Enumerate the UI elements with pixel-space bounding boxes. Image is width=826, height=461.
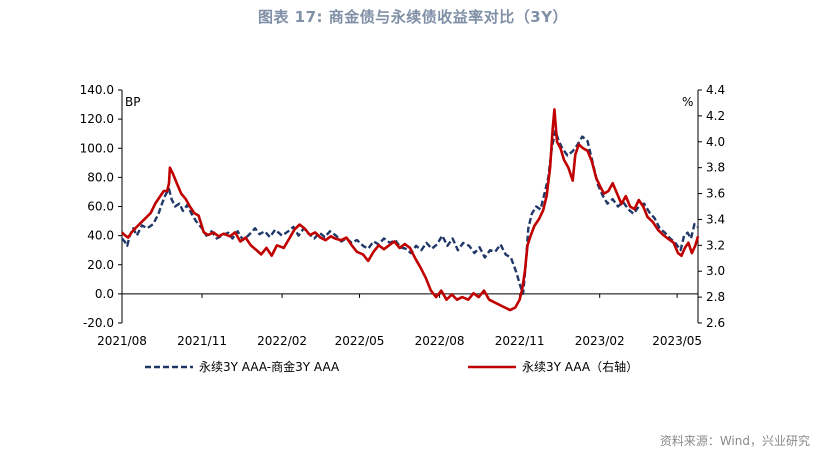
left-tick-label: 60.0	[87, 200, 114, 214]
left-tick-label: -20.0	[83, 316, 114, 330]
right-tick-label: 3.0	[706, 264, 725, 278]
x-tick-label: 2022/08	[415, 334, 465, 348]
right-tick-label: 4.2	[706, 109, 725, 123]
left-tick-label: 20.0	[87, 258, 114, 272]
x-tick-label: 2021/11	[177, 334, 227, 348]
chart-title: 图表 17: 商金债与永续债收益率对比（3Y）	[257, 8, 569, 26]
source-note: 资料来源：Wind，兴业研究	[659, 434, 810, 448]
x-tick-label: 2023/02	[575, 334, 625, 348]
left-tick-label: 40.0	[87, 229, 114, 243]
x-tick-label: 2022/11	[495, 334, 545, 348]
left-tick-label: 100.0	[80, 141, 114, 155]
series-group	[121, 108, 700, 312]
right-tick-label: 2.6	[706, 316, 725, 330]
legend: 永续3Y AAA-商金3Y AAA 永续3Y AAA（右轴）	[145, 359, 638, 374]
legend-label-2: 永续3Y AAA（右轴）	[522, 359, 638, 374]
left-unit-label: BP	[125, 95, 140, 109]
right-tick-label: 3.4	[706, 212, 725, 226]
x-tick-label: 2021/08	[97, 334, 147, 348]
ticks-group: 140.0 120.0 100.0 80.0 60.0 40.0 20.0 0.0 -20.0 4…	[80, 83, 725, 348]
x-tick-label: 2022/02	[257, 334, 307, 348]
series-line-1	[121, 129, 699, 296]
left-tick-label: 120.0	[80, 112, 114, 126]
right-tick-label: 4.0	[706, 135, 725, 149]
left-tick-label: 140.0	[80, 83, 114, 97]
axes-group	[121, 90, 699, 323]
series-line-2	[121, 108, 700, 312]
x-tick-label: 2023/05	[652, 334, 702, 348]
right-tick-label: 4.4	[706, 83, 725, 97]
right-tick-label: 3.8	[706, 161, 725, 175]
right-unit-label: %	[682, 95, 693, 109]
left-tick-label: 80.0	[87, 170, 114, 184]
legend-label-1: 永续3Y AAA-商金3Y AAA	[199, 359, 340, 374]
right-tick-label: 2.8	[706, 290, 725, 304]
left-tick-label: 0.0	[95, 287, 114, 301]
right-tick-label: 3.6	[706, 187, 725, 201]
x-tick-label: 2022/05	[335, 334, 385, 348]
right-tick-label: 3.2	[706, 238, 725, 252]
